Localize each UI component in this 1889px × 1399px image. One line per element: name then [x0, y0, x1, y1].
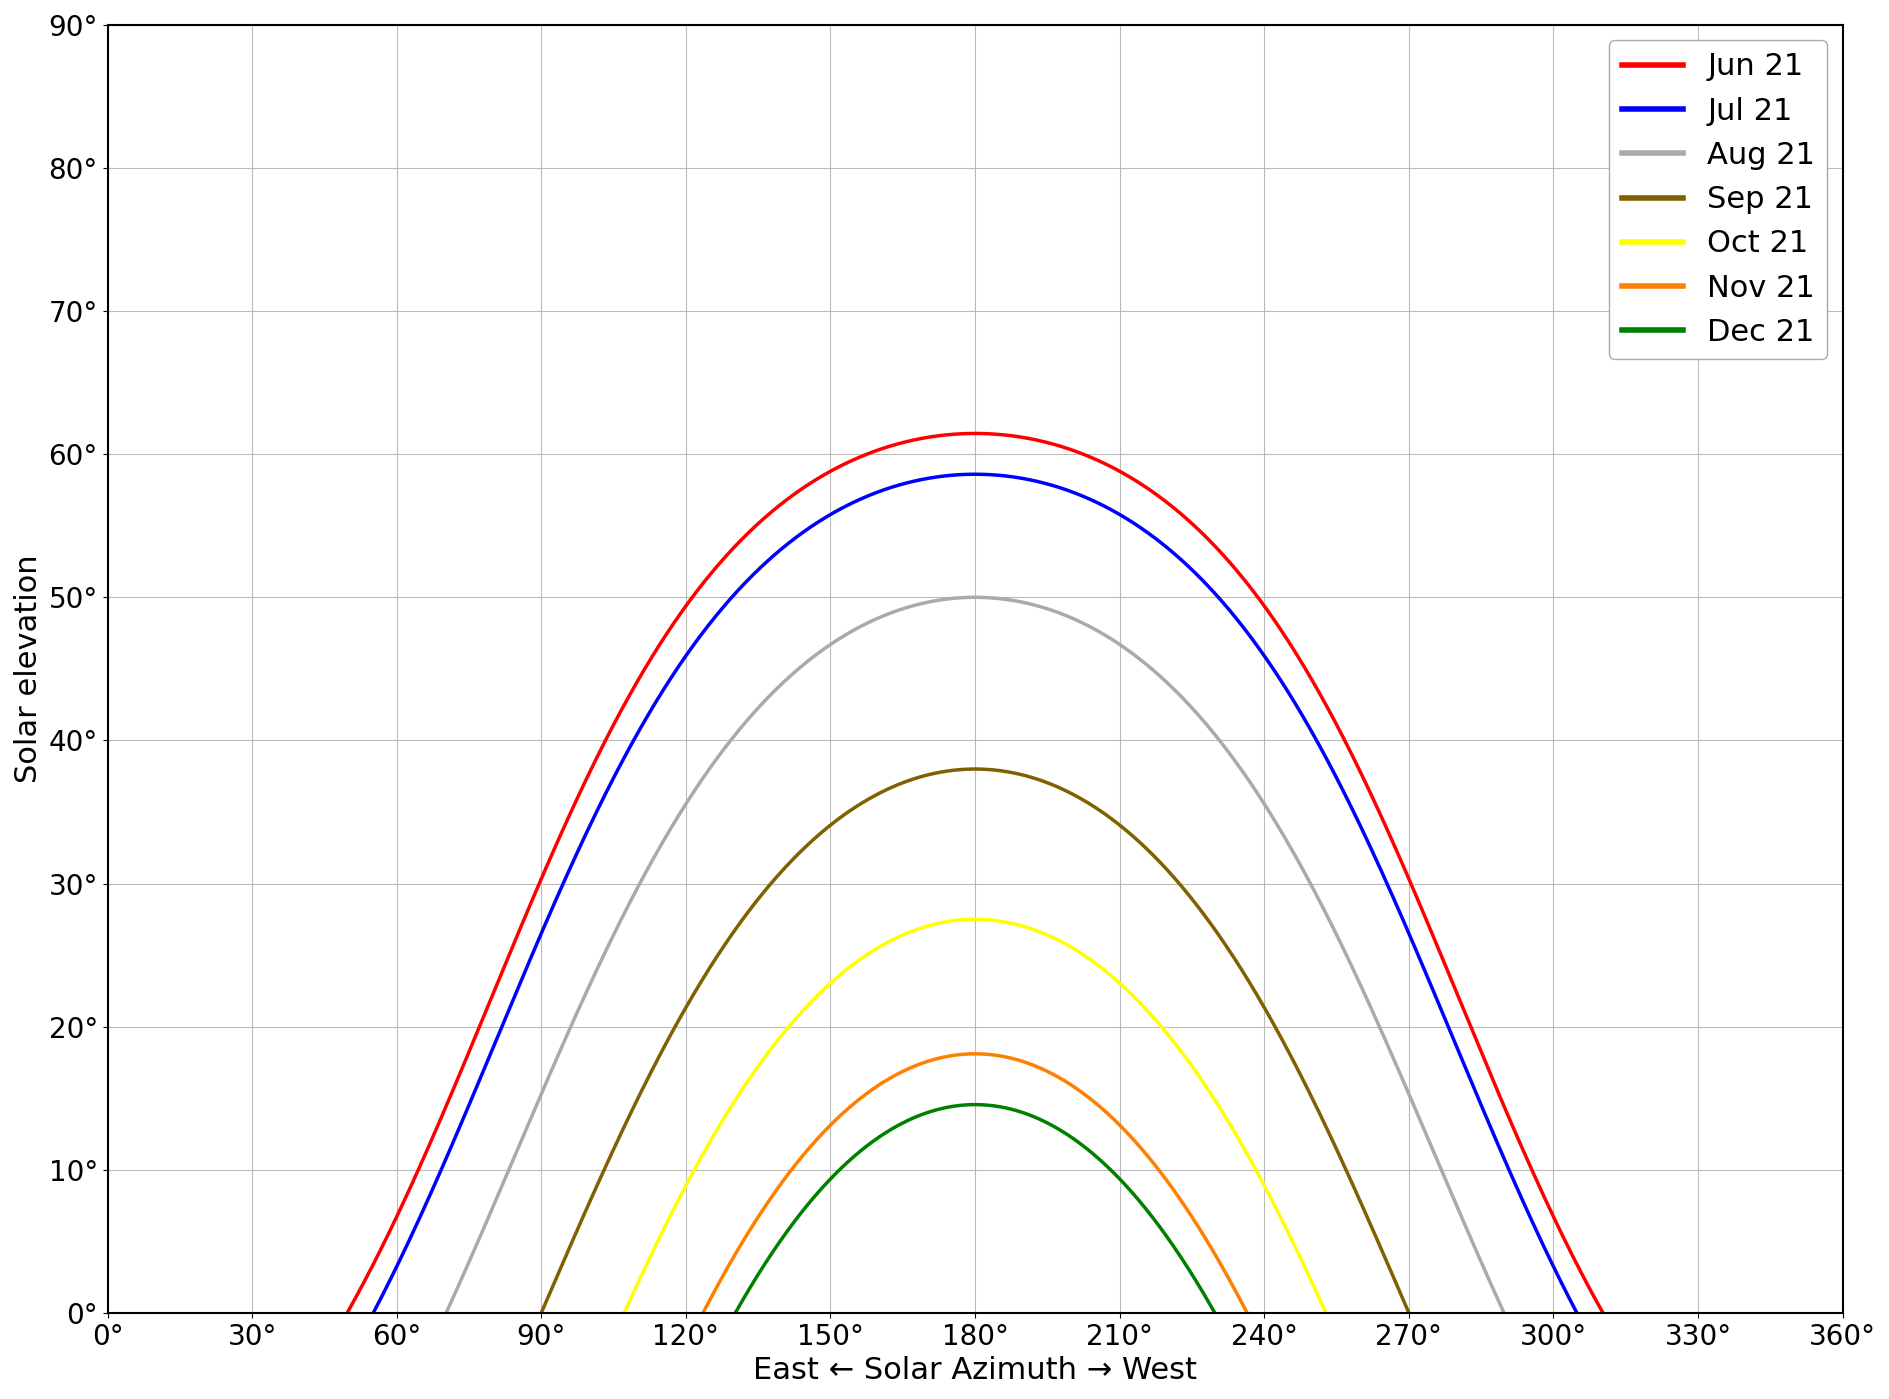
Jul 21 [1417, 971, 1439, 988]
Dec 21 [1179, 1263, 1201, 1280]
Jun 21 [1547, 1219, 1570, 1235]
Jul 21 [963, 466, 986, 483]
Sep 21 [1396, 1304, 1419, 1321]
Aug 21 [933, 590, 956, 607]
Jul 21 [1014, 470, 1037, 487]
Oct 21 [1298, 1272, 1320, 1288]
Aug 21 [1490, 1302, 1513, 1319]
Sep 21 [859, 789, 882, 806]
Dec 21 [963, 1097, 986, 1114]
Jun 21 [962, 425, 984, 442]
Nov 21 [691, 1302, 714, 1319]
Nov 21 [1147, 1160, 1169, 1177]
Dec 21 [748, 1265, 771, 1281]
Jul 21 [1292, 712, 1315, 729]
Line: Dec 21: Dec 21 [735, 1105, 1213, 1312]
Aug 21 [434, 1302, 457, 1319]
Jul 21 [1430, 1002, 1453, 1018]
Y-axis label: Solar elevation: Solar elevation [13, 554, 43, 783]
Aug 21 [1398, 1087, 1421, 1104]
Legend: Jun 21, Jul 21, Aug 21, Sep 21, Oct 21, Nov 21, Dec 21: Jun 21, Jul 21, Aug 21, Sep 21, Oct 21, … [1608, 41, 1827, 360]
Line: Jun 21: Jun 21 [348, 434, 1602, 1312]
Oct 21 [612, 1304, 635, 1321]
Dec 21 [723, 1304, 746, 1321]
Jul 21 [1464, 1084, 1487, 1101]
Jun 21 [1245, 586, 1268, 603]
Nov 21 [1067, 1081, 1090, 1098]
Oct 21 [963, 911, 986, 928]
Jun 21 [1396, 869, 1419, 886]
Jun 21 [353, 1272, 376, 1288]
Sep 21 [601, 1144, 623, 1161]
Aug 21 [793, 655, 816, 672]
X-axis label: East ← Solar Azimuth → West: East ← Solar Azimuth → West [752, 1356, 1196, 1385]
Line: Aug 21: Aug 21 [446, 597, 1502, 1311]
Aug 21 [1256, 800, 1279, 817]
Sep 21 [963, 761, 986, 778]
Oct 21 [1285, 1242, 1307, 1259]
Jun 21 [1489, 1090, 1511, 1107]
Jul 21 [1564, 1304, 1587, 1321]
Line: Jul 21: Jul 21 [374, 474, 1575, 1312]
Dec 21 [912, 1105, 935, 1122]
Nov 21 [708, 1270, 731, 1287]
Line: Nov 21: Nov 21 [703, 1053, 1245, 1311]
Dec 21 [954, 1097, 977, 1114]
Nov 21 [1107, 1115, 1130, 1132]
Oct 21 [996, 914, 1018, 930]
Oct 21 [1313, 1304, 1336, 1321]
Nov 21 [1215, 1267, 1237, 1284]
Jun 21 [336, 1304, 359, 1321]
Sep 21 [1237, 975, 1260, 992]
Sep 21 [897, 772, 920, 789]
Jul 21 [833, 498, 856, 515]
Sep 21 [1158, 865, 1181, 881]
Aug 21 [997, 592, 1020, 609]
Nov 21 [790, 1150, 812, 1167]
Dec 21 [888, 1116, 910, 1133]
Line: Oct 21: Oct 21 [623, 919, 1324, 1312]
Oct 21 [688, 1151, 710, 1168]
Jun 21 [1591, 1304, 1613, 1321]
Line: Sep 21: Sep 21 [540, 769, 1407, 1312]
Sep 21 [529, 1304, 552, 1321]
Nov 21 [1234, 1302, 1256, 1319]
Nov 21 [963, 1045, 986, 1062]
Oct 21 [627, 1274, 650, 1291]
Aug 21 [1022, 596, 1045, 613]
Jul 21 [363, 1304, 385, 1321]
Sep 21 [1252, 999, 1275, 1016]
Dec 21 [1201, 1304, 1224, 1321]
Aug 21 [963, 589, 986, 606]
Jun 21 [1577, 1279, 1600, 1295]
Dec 21 [867, 1129, 890, 1146]
Oct 21 [965, 911, 988, 928]
